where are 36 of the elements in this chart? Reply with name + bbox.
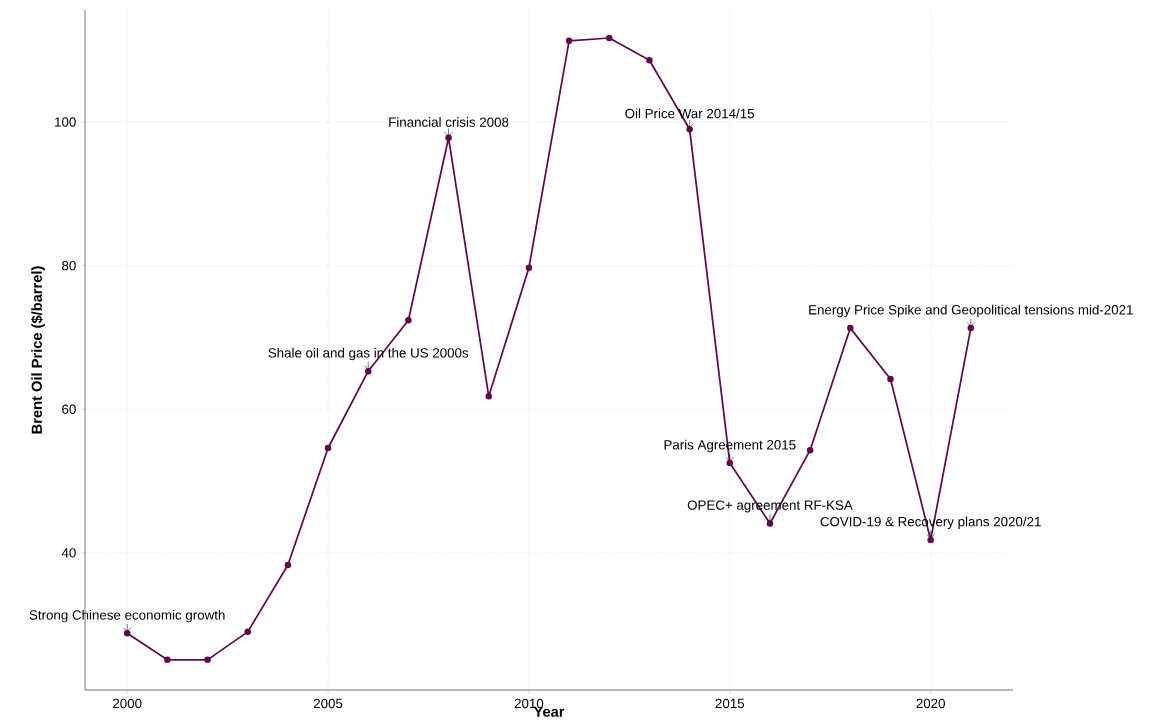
point	[847, 324, 854, 332]
x-tick-label: 2000	[113, 698, 142, 708]
x-tick-label: 2010	[514, 698, 544, 708]
annotation: Shale oil and gas in the US 2000s	[268, 347, 469, 361]
y-tick-label: 60	[62, 404, 76, 414]
point	[565, 37, 573, 44]
point	[123, 629, 131, 637]
point	[806, 446, 814, 454]
point	[445, 134, 452, 141]
point	[405, 316, 412, 324]
point	[967, 324, 975, 332]
y-tick-label: 100	[55, 117, 76, 127]
point	[485, 392, 493, 400]
point	[284, 561, 292, 569]
point	[244, 628, 251, 635]
point	[606, 34, 613, 42]
x-tick-label: 2020	[916, 698, 945, 708]
point	[324, 444, 332, 452]
point	[686, 125, 693, 133]
point	[364, 367, 372, 375]
point	[204, 656, 211, 663]
y-axis-title: Brent Oil Price ($/barrel)	[30, 266, 45, 434]
point	[887, 375, 894, 383]
point	[525, 264, 533, 271]
annotation: Financial crisis 2008	[389, 116, 509, 127]
point	[646, 56, 653, 64]
annotation: Energy Price Spike and Geopolitical tensions mid-2021	[809, 304, 1133, 317]
point	[726, 459, 734, 467]
x-tick-label: 2015	[715, 698, 745, 708]
y-tick-label: 80	[62, 260, 76, 271]
point	[927, 536, 934, 544]
point	[164, 656, 171, 663]
x-tick-label: 2005	[313, 698, 343, 708]
point	[766, 519, 774, 527]
y-tick-label: 40	[61, 547, 76, 558]
annotation: Strong Chinese economic growth	[29, 609, 225, 623]
